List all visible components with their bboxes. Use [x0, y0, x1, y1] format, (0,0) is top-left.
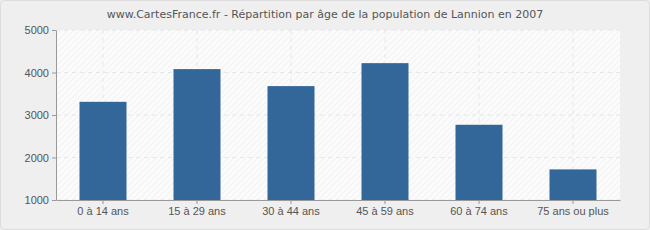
tick: 45 à 59 ans [356, 200, 414, 217]
bar [268, 86, 315, 200]
tick: 4000 [25, 67, 56, 79]
bars [80, 63, 597, 200]
tick-mark [479, 200, 480, 204]
grid-line [56, 30, 620, 31]
plot: 1000 2000 3000 4000 5000 0 à 14 ans 15 à 29 an… [25, 24, 621, 217]
plot-area [56, 30, 620, 200]
tick-mark [52, 115, 56, 116]
tick-mark [52, 200, 56, 201]
title: www.CartesFrance.fr - Répartition par âg… [107, 8, 544, 21]
tick-mark [197, 200, 198, 204]
grid [56, 30, 620, 200]
tick: 15 à 29 ans [168, 200, 226, 217]
axis-line [57, 200, 621, 201]
tick-mark [52, 158, 56, 159]
axis-line [56, 31, 57, 201]
bar [80, 102, 127, 200]
tick-mark [385, 200, 386, 204]
tick-label: 0 à 14 ans [77, 205, 129, 217]
grid-line [56, 157, 620, 158]
tick: 60 à 74 ans [450, 200, 508, 217]
tick-label: 1000 [25, 194, 49, 206]
grid-line [56, 200, 620, 201]
tick: 3000 [25, 109, 56, 121]
tick: 1000 [25, 194, 56, 206]
tick: 2000 [25, 152, 56, 164]
background [1, 1, 650, 230]
tick-mark [52, 30, 56, 31]
tick-label: 3000 [25, 109, 49, 121]
tick-label: 2000 [25, 152, 49, 164]
bar [550, 169, 597, 200]
tick-label: 45 à 59 ans [356, 205, 414, 217]
bar [174, 69, 221, 200]
tick-label: 15 à 29 ans [168, 205, 226, 217]
tick-mark [52, 73, 56, 74]
tick-label: 5000 [25, 24, 49, 36]
tick-mark [291, 200, 292, 204]
grid-line [56, 72, 620, 73]
tick-mark [103, 200, 104, 204]
tick-label: 4000 [25, 67, 49, 79]
grid-line [56, 115, 620, 116]
y-axis: 1000 2000 3000 4000 5000 [25, 24, 57, 206]
tick: 0 à 14 ans [77, 200, 129, 217]
tick: 30 à 44 ans [262, 200, 320, 217]
tick: 75 ans ou plus [537, 200, 609, 217]
tick-label: 60 à 74 ans [450, 205, 508, 217]
chart: www.CartesFrance.fr - Répartition par âg… [0, 0, 650, 230]
tick-mark [573, 200, 574, 204]
tick-label: 75 ans ou plus [537, 205, 609, 217]
tick-label: 30 à 44 ans [262, 205, 320, 217]
bar [456, 125, 503, 200]
x-axis: 0 à 14 ans 15 à 29 ans 30 à 44 ans 45 à 59 … [57, 200, 621, 217]
bar [362, 63, 409, 200]
tick: 5000 [25, 24, 56, 36]
